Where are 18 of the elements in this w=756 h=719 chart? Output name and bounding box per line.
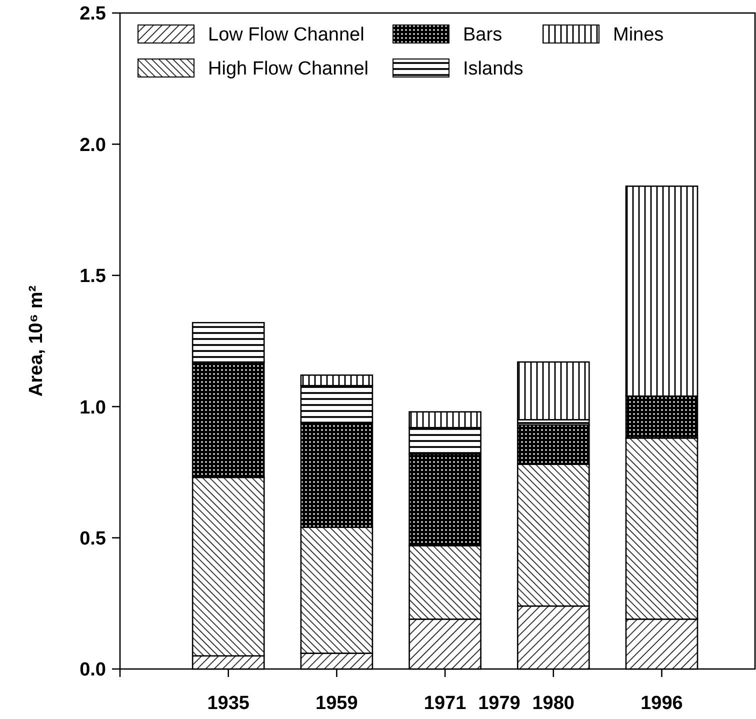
y-tick-label: 0.0 xyxy=(80,660,106,681)
y-tick-label: 2.0 xyxy=(80,134,106,156)
x-tick-label: 1996 xyxy=(640,693,683,714)
y-tick-label: 0.5 xyxy=(80,528,106,550)
text: 1979 xyxy=(478,693,520,714)
y-axis-title: Area, 10⁶ m² xyxy=(26,285,47,397)
x-tick-label: 1959 xyxy=(316,693,358,714)
y-tick-label: 1.5 xyxy=(80,266,106,288)
legend-label: High Flow Channel xyxy=(208,58,369,80)
x-tick-label: 1971 xyxy=(424,693,467,714)
x-tick-label: 1935 xyxy=(207,693,250,714)
legend-label: Bars xyxy=(463,24,502,46)
legend-label: Low Flow Channel xyxy=(208,24,364,46)
x-tick-label: 1980 xyxy=(532,693,575,714)
legend-label: Mines xyxy=(613,24,664,46)
y-tick-label: 2.5 xyxy=(80,4,106,25)
y-tick-label: 1.0 xyxy=(80,397,106,418)
legend-label: Islands xyxy=(463,58,524,80)
